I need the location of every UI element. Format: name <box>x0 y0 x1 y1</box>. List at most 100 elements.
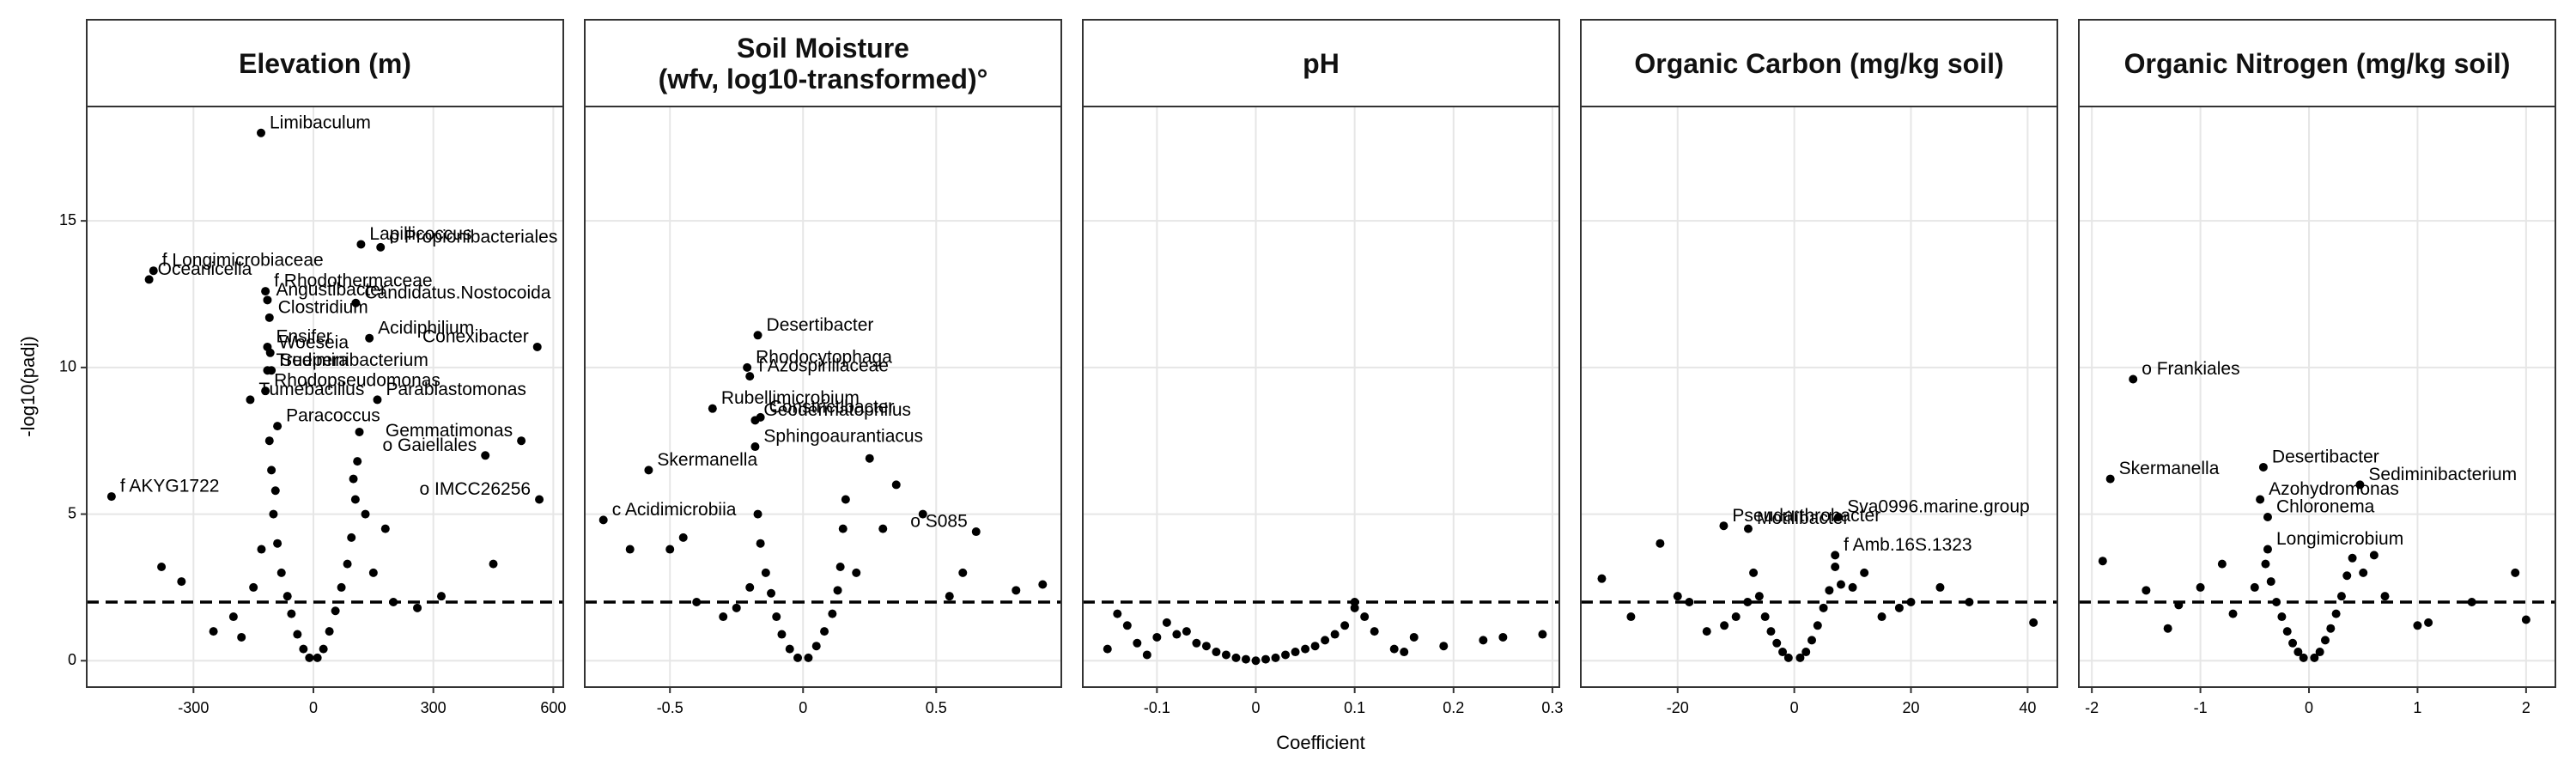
data-point <box>2263 545 2272 554</box>
data-point <box>598 515 608 525</box>
data-point <box>261 386 270 396</box>
data-point <box>750 416 760 425</box>
data-point <box>2256 495 2265 504</box>
data-point <box>644 466 653 475</box>
x-tick-label: 0.2 <box>1443 699 1464 716</box>
point-label: f Azospirillaceae <box>758 356 889 376</box>
data-point <box>865 453 874 463</box>
data-point <box>1743 597 1753 606</box>
panel-title: Soil Moisture (wfv, log10-transformed)° <box>658 32 988 94</box>
data-point <box>1894 603 1904 612</box>
x-tick-label: 40 <box>2019 699 2036 716</box>
data-point <box>1400 648 1409 657</box>
data-point <box>535 495 544 504</box>
data-point <box>144 275 154 284</box>
y-axis-label: -log10(padj) <box>17 336 39 436</box>
plot-background <box>87 107 563 687</box>
point-label: Sediminibacterium <box>2368 465 2517 484</box>
data-point <box>2299 653 2308 662</box>
data-point <box>1498 632 1508 642</box>
data-point <box>325 627 334 636</box>
panel: -20 0 20 40 PseudarthrobacterMotilibacterSva… <box>1580 19 2058 716</box>
x-tick-label: 0.3 <box>1541 699 1563 716</box>
data-point <box>1935 582 1945 592</box>
data-point <box>380 524 390 533</box>
data-point <box>820 627 829 636</box>
y-tick-label: 10 <box>59 358 76 375</box>
data-point <box>1231 653 1241 662</box>
data-point <box>2272 597 2281 606</box>
data-point <box>1281 650 1291 660</box>
data-point <box>265 348 275 357</box>
data-point <box>267 466 276 475</box>
data-point <box>852 568 861 577</box>
x-tick-label: 0 <box>1790 699 1799 716</box>
point-label: Candidatus.Nostocoida <box>364 283 550 302</box>
data-point <box>1409 632 1419 642</box>
data-point <box>1702 627 1711 636</box>
panel-title: Organic Nitrogen (mg/kg soil) <box>2123 47 2511 79</box>
data-point <box>2250 582 2259 592</box>
data-point <box>719 612 728 622</box>
point-label: o Gaiellales <box>382 435 477 455</box>
data-point <box>413 603 422 612</box>
data-point <box>2467 597 2476 606</box>
data-point <box>1783 653 1793 662</box>
data-point <box>1720 621 1729 630</box>
data-point <box>436 592 446 601</box>
data-point <box>665 545 675 554</box>
point-label: o S085 <box>910 512 968 532</box>
point-label: o Frankiales <box>2142 359 2239 379</box>
data-point <box>305 653 314 662</box>
data-point <box>2380 592 2390 601</box>
data-point <box>347 533 356 542</box>
point-label: o IMCC26256 <box>419 479 531 499</box>
plot-background <box>585 107 1061 687</box>
data-point <box>1731 612 1741 622</box>
point-label: f Rhodothermaceae <box>274 271 432 291</box>
x-axis-label: Coefficient <box>1276 732 1365 753</box>
data-point <box>2129 374 2138 384</box>
data-point <box>1813 621 1822 630</box>
data-point <box>2217 559 2227 569</box>
data-point <box>2142 586 2151 595</box>
data-point <box>958 568 968 577</box>
y-tick-label: 15 <box>59 211 76 228</box>
data-point <box>1834 512 1844 521</box>
data-point <box>2293 648 2303 657</box>
panel-title: Elevation (m) <box>239 47 411 79</box>
data-point <box>1350 603 1359 612</box>
data-point <box>270 486 280 496</box>
data-point <box>263 295 272 305</box>
data-point <box>2266 577 2275 587</box>
data-point <box>283 592 292 601</box>
data-point <box>350 495 360 504</box>
data-point <box>2029 618 2038 627</box>
point-label: Limibaculum <box>270 113 371 132</box>
point-label: Woeseia <box>279 332 349 352</box>
panel-border <box>584 106 1062 688</box>
data-point <box>1389 644 1399 654</box>
data-point <box>273 422 283 431</box>
data-point <box>2331 609 2341 618</box>
data-point <box>2263 512 2272 521</box>
panel-border <box>86 106 564 688</box>
point-label: Rhodocytophaga <box>756 347 892 367</box>
data-point <box>1626 612 1636 622</box>
data-point <box>269 509 278 519</box>
data-point <box>1795 653 1805 662</box>
point-label: Chloronema <box>2276 497 2375 517</box>
data-point <box>481 451 490 460</box>
data-point <box>1330 630 1340 639</box>
data-point <box>2315 648 2324 657</box>
data-point <box>811 642 821 651</box>
data-point <box>1831 551 1840 560</box>
data-point <box>489 559 498 569</box>
point-label: Geodermatophilus <box>763 400 911 420</box>
plot-background <box>1083 107 1559 687</box>
data-point <box>353 457 362 466</box>
data-point <box>1825 586 1834 595</box>
data-point <box>1370 627 1379 636</box>
